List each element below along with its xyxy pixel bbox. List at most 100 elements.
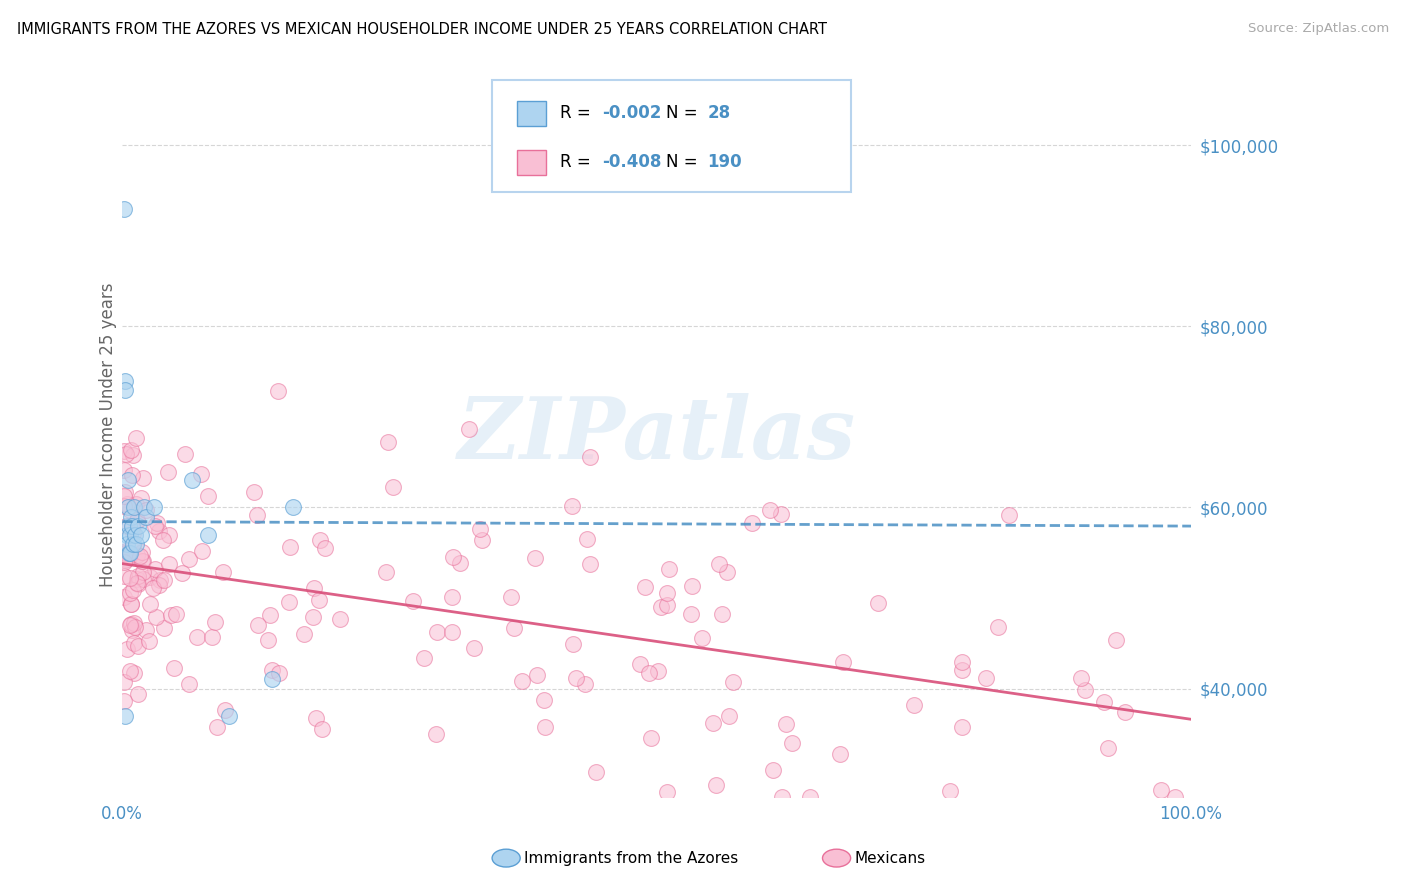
Point [129,491,152,505]
Point [377,434,399,449]
Point [125,431,148,445]
Point [769,507,792,521]
Point [267,384,290,398]
Point [112,489,135,503]
Point [218,708,240,723]
Point [179,551,201,566]
Point [502,621,524,635]
Text: R =: R = [560,153,596,171]
Point [142,581,165,595]
Point [681,579,703,593]
Point [112,569,135,583]
Point [135,624,157,638]
Point [118,503,141,517]
Point [638,666,661,681]
Point [118,518,141,533]
Point [122,500,145,515]
Point [704,778,727,792]
Point [561,499,583,513]
Point [114,546,136,560]
Point [127,687,149,701]
Point [118,546,141,560]
Point [260,663,283,677]
Point [574,676,596,690]
Point [1150,783,1173,797]
Point [131,545,153,559]
Point [115,519,138,533]
Point [721,675,744,690]
Point [681,607,703,622]
Text: -0.002: -0.002 [602,104,661,122]
Point [115,537,138,551]
Point [138,570,160,584]
Point [717,709,740,723]
Y-axis label: Householder Income Under 25 years: Householder Income Under 25 years [100,283,117,587]
Point [128,549,150,564]
Point [1073,682,1095,697]
Point [1097,741,1119,756]
Point [761,763,783,777]
Point [243,485,266,500]
Point [152,573,174,587]
Text: -0.408: -0.408 [602,153,661,171]
Point [112,556,135,570]
Point [127,515,149,529]
Point [576,532,599,546]
Point [122,616,145,631]
Point [143,562,166,576]
Point [246,508,269,522]
Point [177,677,200,691]
Point [903,698,925,712]
Point [759,503,782,517]
Point [112,499,135,513]
Point [186,630,208,644]
Point [304,711,326,725]
Point [562,637,585,651]
Point [533,692,555,706]
Point [163,661,186,675]
Point [267,665,290,680]
Point [152,533,174,547]
Point [952,663,974,677]
Point [866,596,889,610]
Text: R =: R = [560,104,596,122]
Point [121,597,143,611]
Point [120,572,142,586]
Point [716,565,738,579]
Point [1070,671,1092,685]
Point [523,551,546,566]
Point [304,581,326,595]
Point [212,565,235,579]
Point [114,708,136,723]
Point [302,610,325,624]
Point [780,735,803,749]
Text: N =: N = [666,153,703,171]
Point [120,509,142,524]
Point [207,720,229,734]
Point [770,790,793,805]
Point [139,597,162,611]
Point [115,527,138,541]
Point [658,562,681,576]
Point [121,468,143,483]
Point [190,467,212,482]
Point [122,582,145,597]
Point [565,671,588,685]
Point [426,624,449,639]
Point [121,520,143,534]
Point [125,549,148,563]
Point [214,703,236,717]
Point [114,383,136,397]
Point [402,594,425,608]
Point [132,500,155,515]
Point [114,484,136,499]
Point [114,553,136,567]
Point [278,595,301,609]
Point [115,447,138,461]
Point [121,448,143,462]
Point [124,635,146,649]
Point [172,566,194,580]
Point [112,444,135,458]
Point [449,556,471,570]
Point [425,727,447,741]
